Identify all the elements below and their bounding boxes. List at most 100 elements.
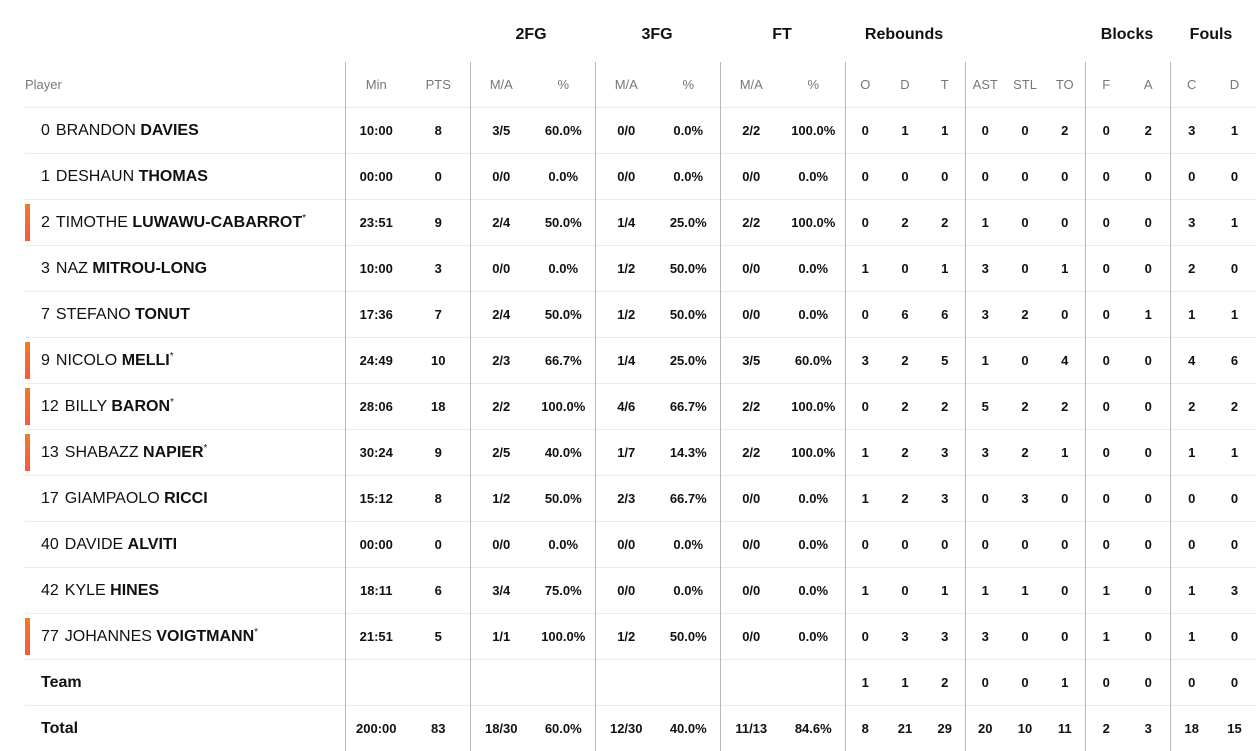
group-rebounds: Rebounds	[865, 26, 943, 44]
cell-min: 200:00	[345, 706, 407, 751]
cell-3fg-ma: 1/4	[595, 338, 657, 384]
cell-reb-t: 5	[925, 338, 965, 384]
cell-stl: 3	[1005, 476, 1045, 522]
player-last-name[interactable]: MITROU-LONG	[92, 260, 207, 277]
cell-ft-pct: 0.0%	[782, 568, 845, 614]
cell-3fg-pct	[657, 660, 720, 706]
player-number: 12	[41, 398, 59, 416]
player-number: 7	[41, 306, 50, 324]
cell-to: 0	[1045, 522, 1085, 568]
cell-fouls-c: 2	[1170, 384, 1213, 430]
player-last-name[interactable]: DAVIES	[140, 122, 198, 139]
cell-reb-d: 0	[885, 522, 925, 568]
cell-reb-o: 0	[845, 200, 885, 246]
cell-2fg-pct: 50.0%	[532, 200, 595, 246]
player-number: 3	[41, 260, 50, 278]
player-last-name[interactable]: LUWAWU-CABARROT	[132, 214, 302, 231]
cell-reb-o: 1	[845, 660, 885, 706]
player-last-name[interactable]: NAPIER	[143, 444, 203, 461]
cell-fouls-d: 3	[1213, 568, 1256, 614]
cell-stl: 2	[1005, 384, 1045, 430]
cell-2fg-ma: 2/2	[470, 384, 532, 430]
cell-to: 1	[1045, 246, 1085, 292]
cell-2fg-ma: 2/5	[470, 430, 532, 476]
cell-3fg-pct: 50.0%	[657, 292, 720, 338]
cell-reb-t: 2	[925, 384, 965, 430]
cell-pts: 9	[407, 430, 470, 476]
cell-blk-a: 0	[1127, 154, 1170, 200]
cell-3fg-ma: 4/6	[595, 384, 657, 430]
cell-fouls-c: 1	[1170, 568, 1213, 614]
cell-fouls-d: 1	[1213, 108, 1256, 154]
cell-ft-pct: 0.0%	[782, 246, 845, 292]
cell-reb-t: 2	[925, 660, 965, 706]
player-last-name[interactable]: HINES	[110, 582, 159, 599]
cell-pts: 7	[407, 292, 470, 338]
cell-blk-a: 2	[1127, 108, 1170, 154]
cell-to: 0	[1045, 476, 1085, 522]
cell-ft-pct: 84.6%	[782, 706, 845, 751]
player-number: 13	[41, 444, 59, 462]
player-last-name[interactable]: VOIGTMANN	[156, 628, 254, 645]
cell-min: 23:51	[345, 200, 407, 246]
player-cell[interactable]: 3 NAZ MITROU-LONG	[25, 246, 345, 292]
cell-reb-t: 3	[925, 476, 965, 522]
player-last-name[interactable]: TONUT	[135, 306, 190, 323]
cell-blk-f: 0	[1085, 430, 1127, 476]
cell-ft-ma: 11/13	[720, 706, 782, 751]
cell-3fg-pct: 0.0%	[657, 568, 720, 614]
cell-reb-o: 0	[845, 154, 885, 200]
cell-ft-ma: 2/2	[720, 430, 782, 476]
player-first-name: NAZ	[56, 260, 88, 277]
header-pts: PTS	[407, 62, 470, 108]
player-last-name[interactable]: THOMAS	[139, 168, 208, 185]
cell-2fg-ma: 2/3	[470, 338, 532, 384]
player-last-name[interactable]: BARON	[111, 398, 170, 415]
cell-3fg-ma: 1/7	[595, 430, 657, 476]
cell-2fg-ma: 3/5	[470, 108, 532, 154]
cell-blk-f: 0	[1085, 384, 1127, 430]
cell-ast: 1	[965, 568, 1005, 614]
cell-stl: 0	[1005, 660, 1045, 706]
cell-fouls-c: 3	[1170, 108, 1213, 154]
cell-2fg-pct: 0.0%	[532, 154, 595, 200]
cell-fouls-d: 1	[1213, 430, 1256, 476]
cell-fouls-d: 2	[1213, 384, 1256, 430]
cell-reb-t: 2	[925, 200, 965, 246]
header-fouls-c: C	[1170, 62, 1213, 108]
cell-ft-ma: 0/0	[720, 614, 782, 660]
player-first-name: KYLE	[65, 582, 106, 599]
player-last-name[interactable]: RICCI	[164, 490, 208, 507]
cell-2fg-ma: 0/0	[470, 154, 532, 200]
cell-reb-d: 1	[885, 108, 925, 154]
player-last-name[interactable]: ALVITI	[128, 536, 177, 553]
cell-min: 00:00	[345, 154, 407, 200]
player-number: 2	[41, 214, 50, 232]
player-last-name[interactable]: MELLI	[122, 352, 170, 369]
header-blk-a: A	[1127, 62, 1170, 108]
cell-reb-t: 1	[925, 108, 965, 154]
